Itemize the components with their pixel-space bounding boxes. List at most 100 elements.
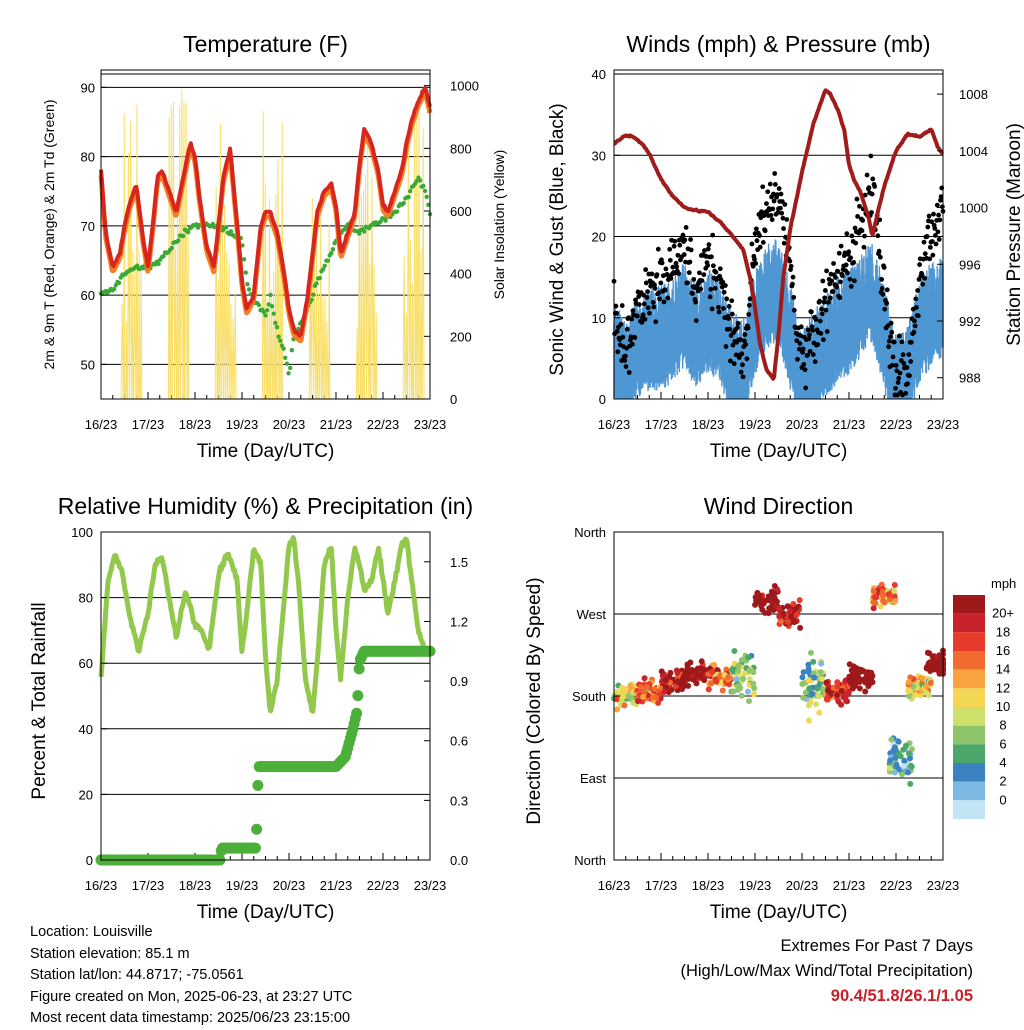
dewpoint-point (268, 292, 273, 298)
gust-point (753, 226, 759, 232)
gust-point (708, 286, 714, 292)
gust-point (927, 244, 933, 250)
insolation-line (120, 89, 425, 400)
dewpoint-point (286, 371, 291, 376)
direction-point (620, 693, 627, 700)
gust-point (885, 323, 891, 329)
gust-point (907, 373, 912, 379)
direction-point (877, 603, 884, 610)
direction-point (725, 674, 732, 681)
gust-point (891, 339, 897, 345)
gust-point (855, 214, 860, 219)
dewpoint-point (111, 286, 117, 292)
direction-point (908, 746, 915, 753)
gust-point (645, 305, 651, 311)
y-tick-label: 60 (81, 288, 95, 303)
y2-tick-label: 600 (450, 204, 472, 219)
y-tick-label: East (580, 771, 606, 786)
direction-point (800, 669, 807, 676)
gust-point (647, 310, 652, 316)
gust-point (710, 232, 716, 238)
dewpoint-point (362, 229, 367, 234)
gust-point (764, 201, 769, 207)
gust-point (739, 351, 745, 357)
direction-point (791, 619, 798, 626)
dewpoint-point (357, 231, 362, 236)
gust-point (687, 259, 693, 265)
direction-point (733, 676, 740, 683)
dewpoint-point (296, 326, 301, 332)
gust-point (771, 198, 777, 204)
y-tick-label: 20 (79, 787, 93, 802)
gust-point (934, 202, 940, 208)
gust-point (672, 238, 678, 244)
direction-point (745, 654, 752, 661)
x-tick-label: 20/23 (786, 878, 819, 893)
gust-point (768, 212, 774, 218)
gust-point (845, 270, 850, 276)
gust-point (835, 269, 841, 274)
gust-point (822, 295, 828, 301)
panel-1: Temperature (F) 16/23 17/23 18/23 19/23 20/23… (41, 31, 507, 462)
direction-point (796, 597, 803, 604)
direction-point (637, 684, 644, 691)
dewpoint-point (329, 251, 334, 256)
gust-point (657, 296, 662, 302)
gust-point (709, 254, 714, 260)
y-tick-label: 40 (79, 722, 93, 737)
gust-point (762, 228, 768, 234)
direction-point (754, 593, 761, 600)
gust-point (862, 192, 868, 198)
gust-point (913, 296, 919, 302)
x-tick-label: 22/23 (880, 878, 913, 893)
x-axis-label: Time (Day/UTC) (197, 902, 335, 923)
x-tick-label: 19/23 (226, 417, 259, 432)
direction-point (771, 582, 778, 589)
x-tick-label: 17/23 (132, 878, 165, 893)
gust-point (659, 260, 665, 266)
direction-point (685, 675, 692, 682)
direction-point (893, 761, 900, 768)
direction-point (683, 670, 690, 677)
gust-point (701, 272, 707, 278)
gust-point (914, 305, 919, 310)
gust-point (623, 364, 629, 369)
precip-point (352, 690, 364, 702)
gust-point (629, 316, 635, 322)
direction-point (651, 686, 658, 693)
legend-label: 10 (996, 699, 1010, 714)
gust-point (615, 349, 621, 355)
gust-point (645, 289, 650, 294)
dewpoint-point (421, 183, 426, 189)
gust-point (795, 356, 800, 362)
gust-point (893, 385, 898, 391)
gust-point (712, 285, 718, 291)
gust-point (803, 385, 809, 391)
dewpoint-point (417, 178, 423, 183)
direction-point (906, 755, 913, 762)
direction-point (685, 682, 692, 689)
dewpoint-point (278, 338, 283, 344)
direction-point (652, 694, 659, 701)
direction-point (775, 604, 782, 611)
dewpoint-point (116, 280, 122, 286)
direction-point (923, 690, 930, 697)
gust-point (740, 374, 746, 380)
gust-point (713, 269, 719, 275)
gust-point (699, 278, 705, 283)
legend-label: 12 (996, 680, 1010, 695)
direction-point (845, 689, 852, 696)
gust-point (889, 329, 895, 335)
gust-point (715, 304, 721, 310)
direction-point (833, 692, 840, 699)
gust-point (779, 210, 785, 216)
gust-point (765, 189, 771, 195)
gust-point (806, 336, 812, 342)
direction-point (846, 675, 853, 682)
dewpoint-point (240, 243, 245, 248)
gust-point (852, 225, 858, 231)
x-tick-label: 20/23 (273, 417, 306, 432)
gust-point (937, 217, 943, 223)
direction-point (862, 688, 869, 695)
gust-point (817, 298, 823, 304)
